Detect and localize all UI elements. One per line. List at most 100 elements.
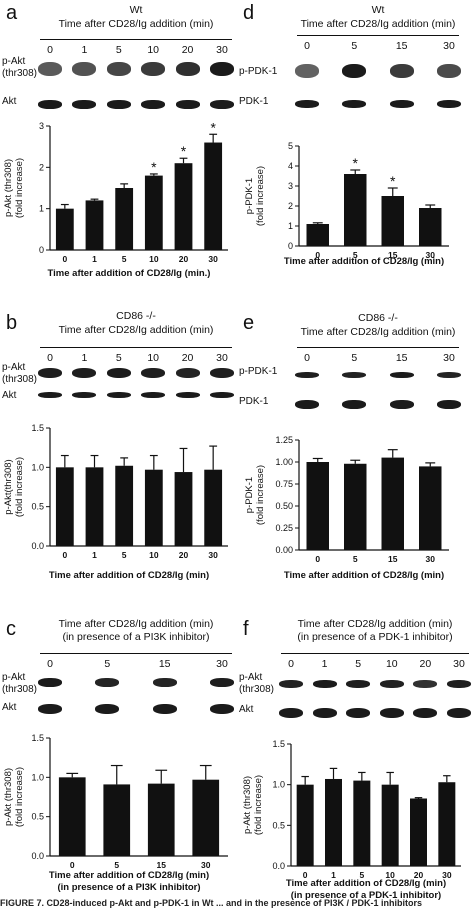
panel-b: b CD86 -/- Time after CD28/Ig addition (mi… [0, 302, 237, 602]
lane-label: 5 [115, 352, 122, 364]
bar [419, 466, 442, 550]
blot-band [152, 704, 177, 714]
y-tick-label: 0.0 [31, 541, 44, 551]
x-tick-label: 20 [179, 254, 189, 264]
x-tick-label: 0 [70, 860, 75, 870]
bar [344, 463, 367, 550]
time-header: Time after CD28/Ig addition (min) [58, 618, 214, 630]
time-header: Time after CD28/Ig addition (min) [300, 18, 456, 30]
lane-label: 10 [147, 44, 160, 56]
lane-label: 20 [419, 658, 432, 670]
x-tick-label: 1 [331, 870, 336, 880]
blot-label: Akt [2, 390, 17, 401]
y-axis-label: p-Akt (thr308) (fold increase) [242, 774, 264, 836]
blot-band [346, 708, 371, 718]
x-tick-label: 0 [315, 250, 320, 260]
blot-band [312, 708, 337, 718]
bar-chart: 0.0 0.5 1.0 1.5 0 5 15 30 [31, 733, 228, 870]
inhibitor-header: (in presence of a PDK-1 inhibitor) [297, 631, 453, 643]
lane-label: 30 [216, 44, 228, 56]
header-rule [281, 653, 469, 654]
blot-band [295, 64, 319, 78]
blot-band [210, 704, 234, 714]
x-axis-label: Time after addition of CD28/Ig (min.) [47, 268, 211, 279]
blot-band [106, 392, 131, 398]
lane-label: 30 [216, 352, 228, 364]
lane-label: 0 [47, 44, 53, 56]
x-tick-label: 30 [442, 870, 452, 880]
bar [204, 469, 223, 546]
blot-band [312, 680, 337, 688]
bar [296, 784, 314, 866]
blot-band [72, 62, 97, 76]
y-axis-label: p-Akt (thr308) (fold increase) [3, 766, 25, 828]
y-tick-label: 1.00 [275, 457, 293, 467]
x-axis-label-2: (in presence of a PI3K inhibitor) [57, 882, 201, 893]
x-tick-label: 5 [114, 860, 119, 870]
x-tick-label: 0 [315, 554, 320, 564]
lane-labels: 0 1 5 10 20 30 [281, 658, 469, 670]
y-tick-label: 1.5 [272, 739, 285, 749]
lane-label: 30 [453, 658, 465, 670]
blot-label: PDK-1 [239, 396, 269, 407]
blot-label: p-Akt (thr308) [2, 672, 38, 695]
blot-band [210, 368, 234, 378]
blot-band [175, 392, 200, 398]
y-tick-label: 1.0 [272, 780, 285, 790]
significance-star: * [151, 159, 157, 175]
y-tick-label: 1.5 [31, 733, 44, 743]
significance-star: * [210, 119, 216, 135]
blot-band [141, 62, 166, 76]
x-tick-label: 1 [92, 550, 97, 560]
bar [55, 467, 74, 546]
bar [144, 469, 163, 546]
blot-band [447, 708, 471, 718]
blot-band [279, 680, 303, 688]
blot-band [342, 100, 367, 108]
y-axis-label: p-PDK-1 (fold increase) [244, 464, 266, 526]
y-tick-label: 0.0 [31, 851, 44, 861]
x-tick-label: 0 [62, 550, 67, 560]
lane-label: 5 [104, 658, 111, 670]
blot-band [38, 368, 62, 378]
lane-label: 10 [147, 352, 160, 364]
header-rule [297, 35, 459, 36]
x-axis-label: Time after addition of CD28/Ig (min) [285, 878, 447, 889]
y-tick-label: 1 [288, 221, 293, 231]
bar [85, 467, 104, 546]
header-rule [40, 39, 232, 40]
bar [381, 196, 404, 246]
blot-band [389, 100, 414, 108]
y-tick-label: 0.75 [275, 479, 293, 489]
bar [103, 784, 131, 856]
x-tick-label: 20 [179, 550, 189, 560]
y-tick-label: 1.0 [31, 772, 44, 782]
y-tick-label: 2 [39, 162, 44, 172]
lane-label: 30 [216, 658, 228, 670]
x-axis-label: Time after addition of CD28/Ig (min) [48, 870, 210, 881]
bar [115, 465, 134, 546]
blot-band [437, 372, 461, 378]
x-axis-label: Time after addition of CD28/Ig (min) [283, 256, 445, 267]
blot-band [38, 100, 62, 109]
blot-band [379, 680, 404, 688]
blot-label: p-Akt (thr308) [2, 56, 38, 79]
bar [144, 175, 163, 250]
time-header: Time after CD28/Ig addition (min) [297, 618, 453, 630]
lane-label: 5 [355, 658, 362, 670]
blot-band [72, 392, 97, 398]
panel-e: e CD86 -/- Time after CD28/Ig addition (mi… [237, 302, 474, 602]
x-tick-label: 30 [426, 250, 436, 260]
y-tick-label: 0.50 [275, 501, 293, 511]
blot-band [437, 400, 461, 409]
time-header: Time after CD28/Ig addition (min) [58, 18, 214, 30]
blot-band [413, 680, 438, 688]
blot-band [342, 372, 367, 378]
header-rule [40, 347, 232, 348]
blot-band [106, 368, 131, 378]
blot-label: Akt [239, 704, 254, 715]
bar-chart: 0.0 0.5 1.0 1.5 0 1 5 10 20 30 [31, 423, 228, 560]
blot-band [295, 400, 319, 409]
lane-labels: 0 1 5 10 20 30 [40, 44, 232, 56]
time-header: Time after CD28/Ig addition (min) [58, 324, 214, 336]
